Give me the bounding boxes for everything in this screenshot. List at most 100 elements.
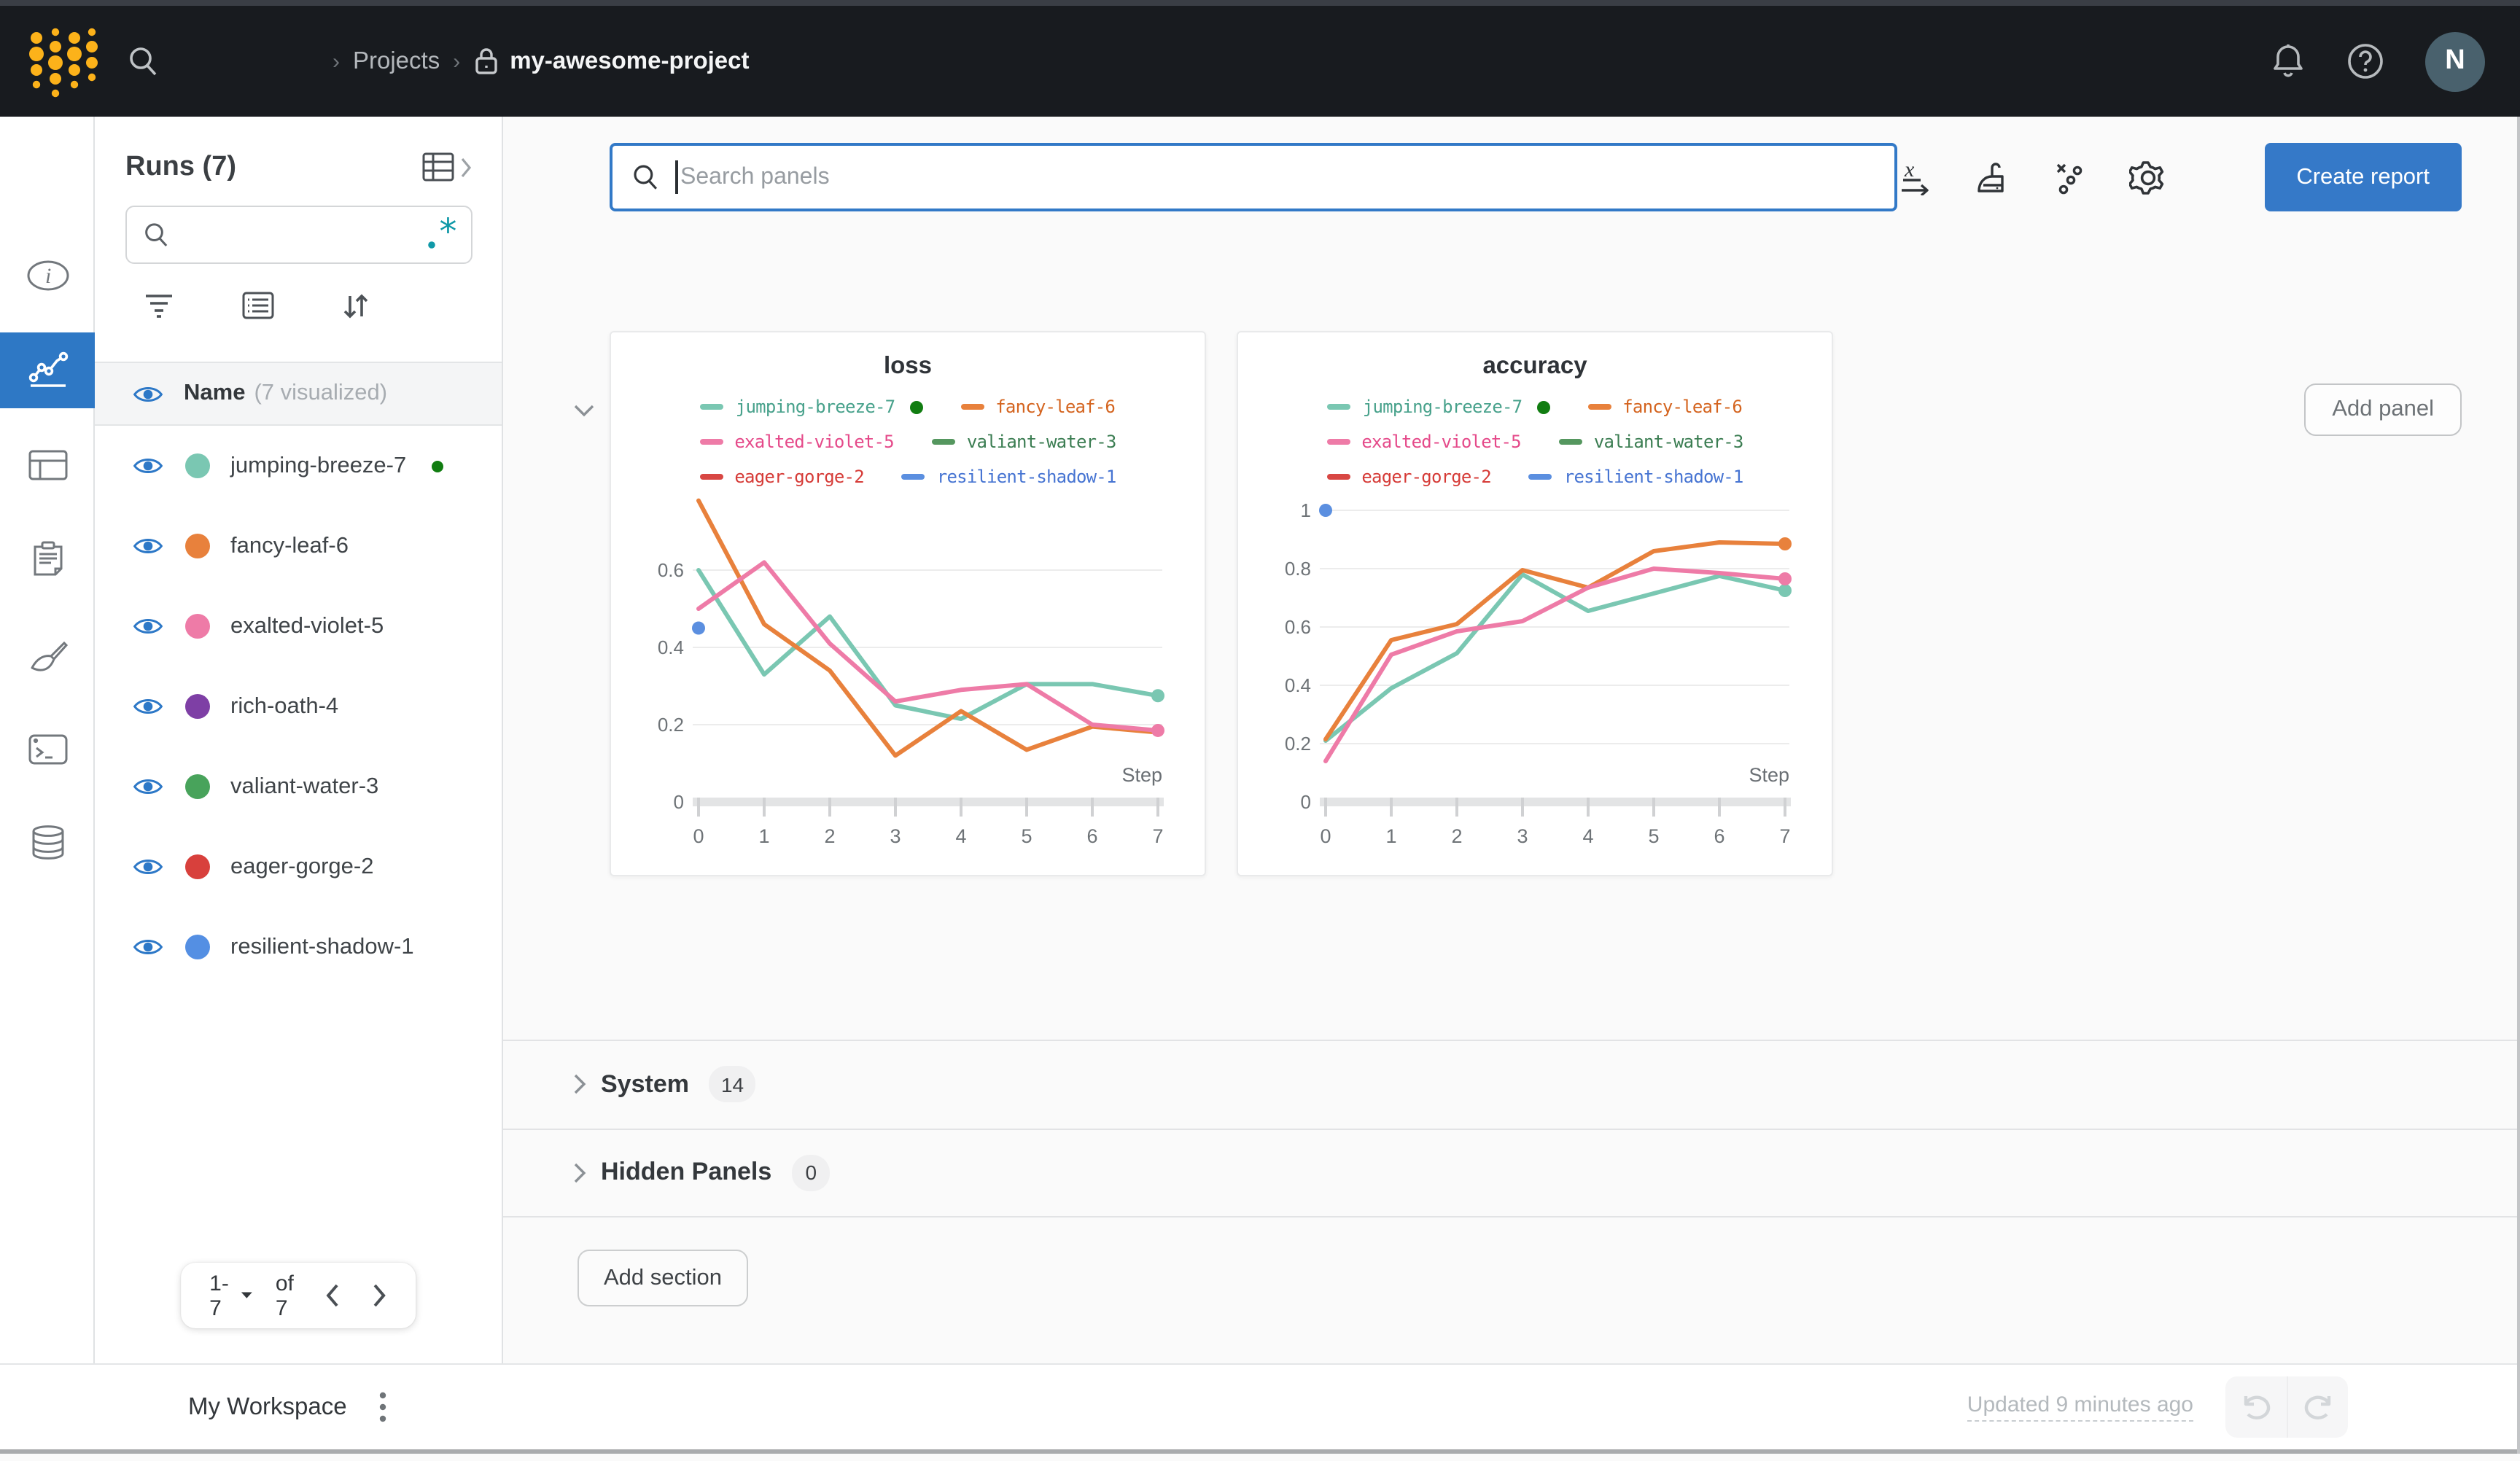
last-updated-label: Updated 9 minutes ago: [1967, 1392, 2193, 1422]
info-icon: i: [26, 260, 69, 291]
filter-icon[interactable]: [143, 292, 175, 318]
run-row[interactable]: exalted-violet-5: [95, 586, 502, 666]
workspace-name[interactable]: My Workspace: [188, 1393, 347, 1419]
legend-item-exalted-violet-5[interactable]: exalted-violet-5: [699, 432, 895, 452]
create-report-button[interactable]: Create report: [2264, 143, 2462, 211]
outliers-icon[interactable]: [2053, 160, 2087, 195]
legend-item-fancy-leaf-6[interactable]: fancy-leaf-6: [1587, 397, 1743, 417]
run-color-dot: [185, 453, 210, 478]
svg-text:4: 4: [955, 825, 966, 847]
regex-toggle-icon[interactable]: *: [424, 217, 456, 252]
chart-panel-loss[interactable]: loss jumping-breeze-7 fancy-leaf-6 exalted-…: [610, 331, 1206, 876]
run-row[interactable]: eager-gorge-2: [95, 827, 502, 907]
legend-item-jumping-breeze-7[interactable]: jumping-breeze-7: [700, 397, 923, 417]
rail-item-sweeps[interactable]: [0, 620, 95, 696]
run-name[interactable]: eager-gorge-2: [230, 854, 374, 878]
run-name[interactable]: exalted-violet-5: [230, 613, 384, 638]
next-page-button[interactable]: [373, 1283, 387, 1308]
eye-visible-icon[interactable]: [133, 535, 163, 557]
page-range-dropdown[interactable]: 1-7: [209, 1271, 252, 1320]
legend-item-valiant-water-3[interactable]: valiant-water-3: [1558, 432, 1743, 452]
settings-gear-icon[interactable]: [2129, 158, 2167, 196]
run-name[interactable]: jumping-breeze-7: [230, 453, 407, 478]
legend-item-jumping-breeze-7[interactable]: jumping-breeze-7: [1327, 397, 1550, 417]
section-divider: [503, 1129, 2520, 1130]
legend-swatch: [931, 439, 955, 445]
notifications-bell-icon[interactable]: [2271, 42, 2306, 80]
eye-visible-icon[interactable]: [133, 856, 163, 878]
eye-visible-icon[interactable]: [133, 455, 163, 477]
run-row[interactable]: valiant-water-3: [95, 747, 502, 827]
run-row[interactable]: fancy-leaf-6: [95, 506, 502, 586]
add-panel-button[interactable]: Add panel: [2304, 383, 2462, 436]
rail-item-notes[interactable]: [0, 521, 95, 596]
add-section-button[interactable]: Add section: [578, 1250, 748, 1306]
eye-visible-icon[interactable]: [133, 383, 163, 405]
prev-page-button[interactable]: [326, 1283, 341, 1308]
legend-item-resilient-shadow-1[interactable]: resilient-shadow-1: [1528, 467, 1743, 487]
rail-item-overview[interactable]: i: [0, 238, 95, 313]
eye-visible-icon[interactable]: [133, 696, 163, 717]
x-axis-icon[interactable]: x: [1900, 159, 1932, 195]
chart-plot[interactable]: 0 0.2 0.4 0.6 0.8 1 0 1 2 3 4 5 6 7 Step: [1256, 475, 1813, 869]
run-name[interactable]: rich-oath-4: [230, 693, 339, 718]
run-row[interactable]: resilient-shadow-1: [95, 907, 502, 987]
section-label-system[interactable]: System: [601, 1070, 689, 1097]
legend-item-valiant-water-3[interactable]: valiant-water-3: [931, 432, 1116, 452]
smoothing-icon[interactable]: [1975, 160, 2011, 195]
legend-item-resilient-shadow-1[interactable]: resilient-shadow-1: [901, 467, 1116, 487]
section-label-hidden-panels[interactable]: Hidden Panels: [601, 1158, 772, 1185]
search-icon: [634, 165, 658, 190]
eye-visible-icon[interactable]: [133, 615, 163, 637]
text-cursor: [675, 160, 677, 194]
open-runs-table-button[interactable]: [421, 152, 472, 184]
legend-item-eager-gorge-2[interactable]: eager-gorge-2: [699, 467, 865, 487]
section-count-badge: 14: [709, 1066, 756, 1102]
run-row[interactable]: jumping-breeze-7: [95, 426, 502, 506]
broom-icon: [30, 641, 68, 671]
chart-plot[interactable]: 0 0.2 0.4 0.6 0 1 2 3 4 5 6 7 Step: [629, 475, 1186, 869]
svg-text:4: 4: [1582, 825, 1593, 847]
undo-button[interactable]: [2225, 1376, 2287, 1438]
run-name[interactable]: resilient-shadow-1: [230, 934, 414, 959]
workspace-menu-kebab-icon[interactable]: [379, 1391, 386, 1423]
chart-panel-accuracy[interactable]: accuracy jumping-breeze-7 fancy-leaf-6 exal…: [1237, 331, 1833, 876]
chevron-right-icon[interactable]: [573, 1073, 586, 1095]
runs-panel-title: Runs (7): [125, 152, 236, 182]
workspace-main: x Create repor: [503, 117, 2520, 1363]
eye-visible-icon[interactable]: [133, 936, 163, 958]
runs-name-header[interactable]: Name (7 visualized): [95, 362, 502, 426]
eye-visible-icon[interactable]: [133, 776, 163, 798]
svg-text:7: 7: [1152, 825, 1163, 847]
sort-icon[interactable]: [341, 292, 370, 321]
redo-button[interactable]: [2287, 1376, 2348, 1438]
global-search-icon[interactable]: [125, 44, 160, 79]
legend-item-eager-gorge-2[interactable]: eager-gorge-2: [1326, 467, 1492, 487]
svg-text:6: 6: [1714, 825, 1724, 847]
run-color-dot: [185, 694, 210, 719]
run-row[interactable]: rich-oath-4: [95, 666, 502, 747]
legend-item-exalted-violet-5[interactable]: exalted-violet-5: [1326, 432, 1522, 452]
chevron-right-icon[interactable]: [573, 1161, 586, 1183]
svg-text:3: 3: [1517, 825, 1528, 847]
runs-search-input[interactable]: [171, 222, 424, 247]
breadcrumb-projects-link[interactable]: Projects: [353, 47, 440, 74]
rail-item-workspace-charts[interactable]: [0, 332, 95, 408]
help-icon[interactable]: [2346, 42, 2384, 80]
chevron-down-icon[interactable]: [573, 403, 595, 416]
rail-item-logs[interactable]: [0, 712, 95, 787]
rail-item-artifacts[interactable]: [0, 805, 95, 881]
run-color-dot: [185, 774, 210, 799]
svg-text:5: 5: [1648, 825, 1659, 847]
runs-sidebar: Runs (7): [95, 117, 503, 1363]
breadcrumb-current-project[interactable]: my-awesome-project: [473, 47, 750, 76]
undo-redo-group: [2225, 1376, 2348, 1438]
rail-item-tables[interactable]: [0, 427, 95, 503]
wandb-logo[interactable]: [26, 22, 99, 101]
group-list-icon[interactable]: [242, 292, 274, 319]
panel-search-input[interactable]: [680, 164, 1877, 190]
legend-item-fancy-leaf-6[interactable]: fancy-leaf-6: [960, 397, 1116, 417]
run-name[interactable]: valiant-water-3: [230, 774, 379, 798]
user-avatar[interactable]: N: [2425, 31, 2485, 91]
run-name[interactable]: fancy-leaf-6: [230, 533, 349, 558]
